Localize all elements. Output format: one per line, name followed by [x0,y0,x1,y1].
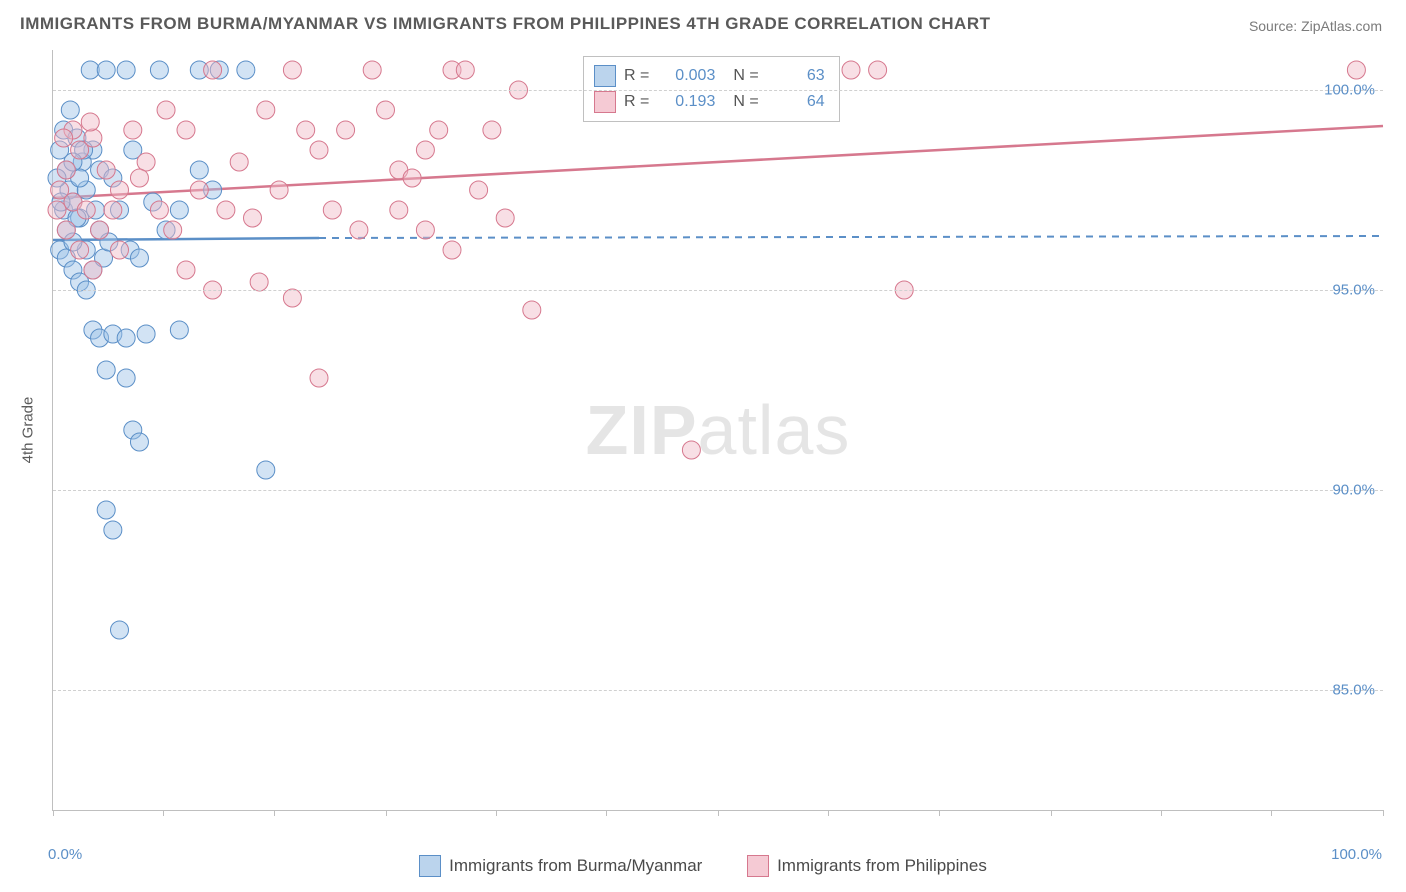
gridline [53,90,1383,91]
x-tick [606,810,607,816]
legend-r-label: R = [624,89,649,115]
y-axis-label: 4th Grade [20,397,37,464]
legend-n-label: N = [733,89,758,115]
x-tick [163,810,164,816]
series-legend-pink: Immigrants from Philippines [747,855,987,877]
legend-swatch-blue [594,65,616,87]
legend-n-value-pink: 64 [767,89,825,115]
legend-swatch-pink [594,91,616,113]
y-tick-label: 85.0% [1332,682,1375,699]
legend-row-pink: R = 0.193 N = 64 [594,89,825,115]
series-swatch-blue [419,855,441,877]
legend-n-label: N = [733,63,758,89]
chart-plot-area: ZIPatlas R = 0.003 N = 63 R = 0.193 N = … [52,50,1383,811]
legend-n-value-blue: 63 [767,63,825,89]
legend-r-value-blue: 0.003 [657,63,715,89]
x-tick [274,810,275,816]
series-swatch-pink [747,855,769,877]
scatter-svg [53,50,1383,810]
series-legend-blue: Immigrants from Burma/Myanmar [419,855,702,877]
gridline [53,490,1383,491]
gridline [53,690,1383,691]
x-tick [718,810,719,816]
x-tick [386,810,387,816]
y-tick-label: 100.0% [1324,82,1375,99]
source-attribution: Source: ZipAtlas.com [1249,18,1382,34]
x-tick [1271,810,1272,816]
series-label-pink: Immigrants from Philippines [777,856,987,876]
gridline [53,290,1383,291]
x-tick [1383,810,1384,816]
series-legend: Immigrants from Burma/Myanmar Immigrants… [0,855,1406,882]
x-tick [496,810,497,816]
correlation-legend: R = 0.003 N = 63 R = 0.193 N = 64 [583,56,840,122]
y-tick-label: 95.0% [1332,282,1375,299]
x-tick [53,810,54,816]
x-tick [1051,810,1052,816]
chart-title: IMMIGRANTS FROM BURMA/MYANMAR VS IMMIGRA… [20,14,991,34]
x-tick [939,810,940,816]
legend-row-blue: R = 0.003 N = 63 [594,63,825,89]
legend-r-label: R = [624,63,649,89]
x-tick [828,810,829,816]
series-label-blue: Immigrants from Burma/Myanmar [449,856,702,876]
legend-r-value-pink: 0.193 [657,89,715,115]
x-tick [1161,810,1162,816]
y-tick-label: 90.0% [1332,482,1375,499]
